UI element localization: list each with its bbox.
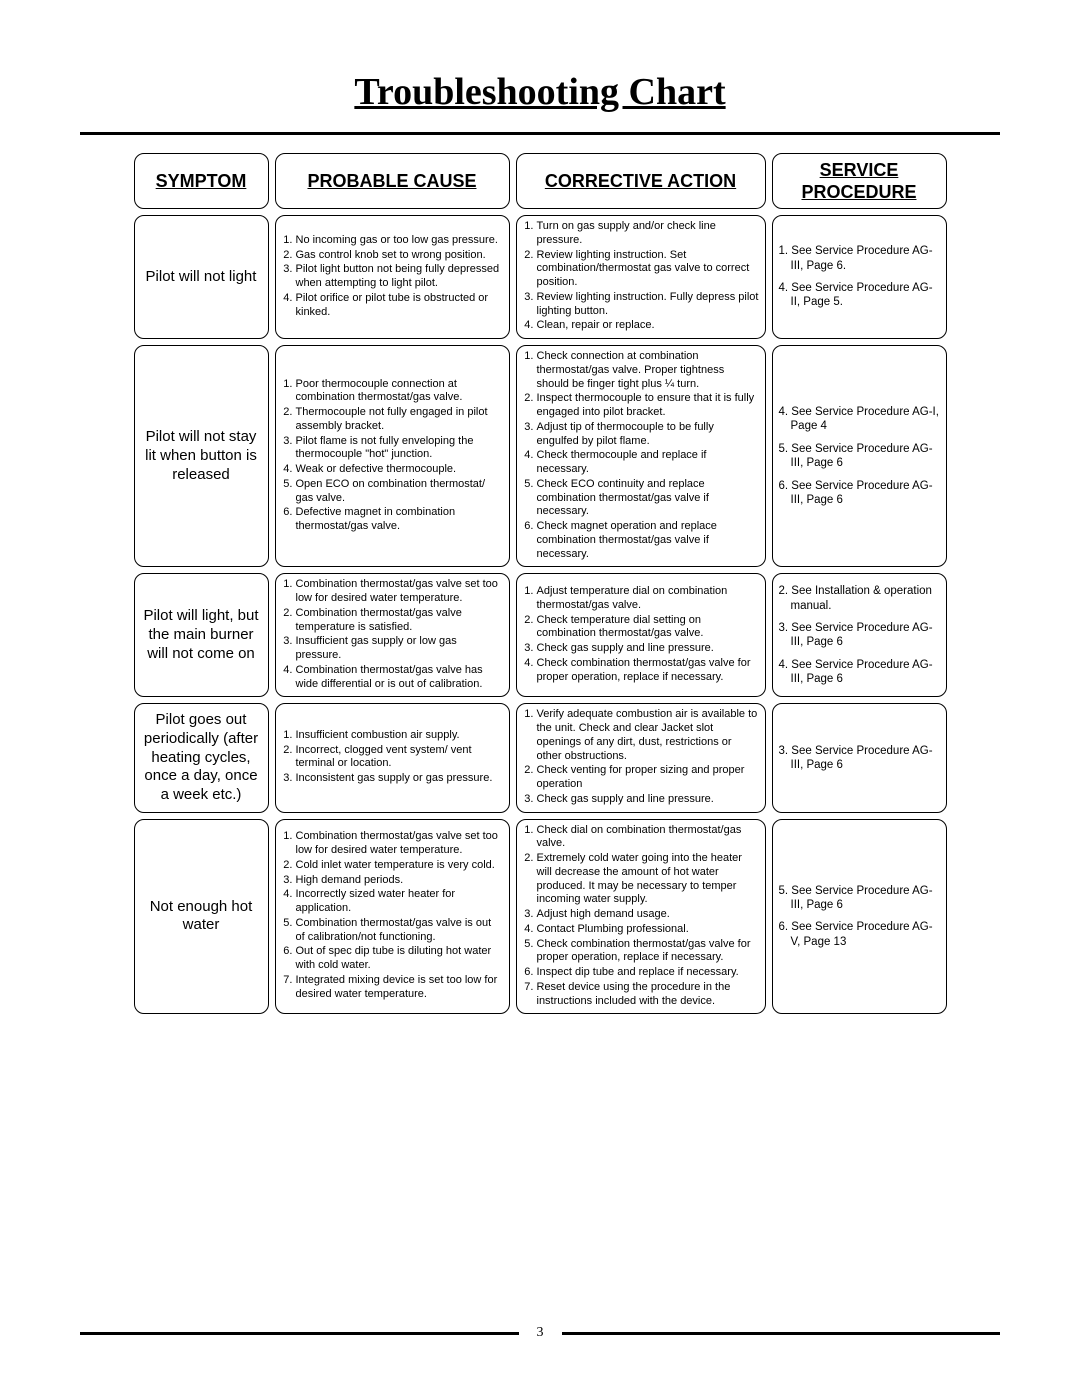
cause-item: Thermocouple not fully engaged in pilot … (296, 406, 503, 434)
symptom-cell: Pilot will light, but the main burner wi… (134, 573, 269, 697)
cause-cell: Combination thermostat/gas valve set too… (275, 573, 510, 697)
procedure-item: 4. See Service Procedure AG-I, Page 4 (779, 405, 940, 434)
cause-item: Inconsistent gas supply or gas pressure. (296, 772, 503, 786)
col-header-symptom: SYMPTOM (134, 153, 269, 209)
procedure-cell: 4. See Service Procedure AG-I, Page 4 5. … (772, 345, 947, 567)
page: Troubleshooting Chart SYMPTOM PROBABLE C… (0, 0, 1080, 1397)
procedure-item: 1. See Service Procedure AG-III, Page 6. (779, 244, 940, 273)
procedure-item: 4. See Service Procedure AG-II, Page 5. (779, 281, 940, 310)
action-item: Contact Plumbing professional. (537, 923, 759, 937)
cause-cell: Poor thermocouple connection at combinat… (275, 345, 510, 567)
troubleshooting-table: SYMPTOM PROBABLE CAUSE CORRECTIVE ACTION… (80, 153, 1000, 1014)
action-cell: Verify adequate combustion air is availa… (516, 703, 766, 812)
cause-item: Pilot flame is not fully enveloping the … (296, 435, 503, 463)
action-cell: Adjust temperature dial on combination t… (516, 573, 766, 697)
procedure-cell: 1. See Service Procedure AG-III, Page 6.… (772, 215, 947, 339)
col-header-cause: PROBABLE CAUSE (275, 153, 510, 209)
procedure-item: 5. See Service Procedure AG-III, Page 6 (779, 442, 940, 471)
cause-item: Incorrect, clogged vent system/ vent ter… (296, 744, 503, 772)
action-item: Reset device using the procedure in the … (537, 981, 759, 1009)
footer-rule-left (80, 1332, 519, 1335)
action-item: Inspect dip tube and replace if necessar… (537, 966, 759, 980)
symptom-cell: Not enough hot water (134, 819, 269, 1015)
cause-item: Integrated mixing device is set too low … (296, 974, 503, 1002)
cause-item: Insufficient combustion air supply. (296, 729, 503, 743)
procedure-item: 3. See Service Procedure AG-III, Page 6 (779, 744, 940, 773)
cause-item: Out of spec dip tube is diluting hot wat… (296, 945, 503, 973)
cause-item: Poor thermocouple connection at combinat… (296, 378, 503, 406)
cause-item: Combination thermostat/gas valve tempera… (296, 607, 503, 635)
action-item: Check ECO continuity and replace combina… (537, 478, 759, 519)
action-item: Review lighting instruction. Fully depre… (537, 291, 759, 319)
action-item: Adjust high demand usage. (537, 908, 759, 922)
action-item: Review lighting instruction. Set combina… (537, 249, 759, 290)
cause-cell: Combination thermostat/gas valve set too… (275, 819, 510, 1015)
cause-item: Combination thermostat/gas valve has wid… (296, 664, 503, 692)
col-header-label: SYMPTOM (156, 170, 247, 193)
action-item: Turn on gas supply and/or check line pre… (537, 220, 759, 248)
col-header-action: CORRECTIVE ACTION (516, 153, 766, 209)
procedure-item: 3. See Service Procedure AG-III, Page 6 (779, 621, 940, 650)
action-item: Verify adequate combustion air is availa… (537, 708, 759, 763)
col-header-label: SERVICE PROCEDURE (779, 159, 940, 204)
action-item: Check temperature dial setting on combin… (537, 614, 759, 642)
procedure-cell: 2. See Installation & operation manual. 3… (772, 573, 947, 697)
procedure-item: 6. See Service Procedure AG-III, Page 6 (779, 479, 940, 508)
cause-item: Combination thermostat/gas valve is out … (296, 917, 503, 945)
footer-rule-right (562, 1332, 1001, 1335)
cause-cell: No incoming gas or too low gas pressure.… (275, 215, 510, 339)
action-cell: Turn on gas supply and/or check line pre… (516, 215, 766, 339)
page-number: 3 (533, 1325, 548, 1341)
cause-item: No incoming gas or too low gas pressure. (296, 234, 503, 248)
cause-item: Open ECO on combination thermostat/ gas … (296, 478, 503, 506)
cause-item: Cold inlet water temperature is very col… (296, 859, 503, 873)
symptom-cell: Pilot will not light (134, 215, 269, 339)
action-item: Check connection at combination thermost… (537, 350, 759, 391)
procedure-cell: 5. See Service Procedure AG-III, Page 6 6… (772, 819, 947, 1015)
symptom-cell: Pilot goes out periodically (after heati… (134, 703, 269, 812)
action-item: Adjust tip of thermocouple to be fully e… (537, 421, 759, 449)
procedure-item: 6. See Service Procedure AG-V, Page 13 (779, 920, 940, 949)
action-item: Check combination thermostat/gas valve f… (537, 657, 759, 685)
page-footer: 3 (80, 1325, 1000, 1341)
cause-item: Pilot light button not being fully depre… (296, 263, 503, 291)
procedure-item: 5. See Service Procedure AG-III, Page 6 (779, 884, 940, 913)
action-item: Check dial on combination thermostat/gas… (537, 824, 759, 852)
action-item: Extremely cold water going into the heat… (537, 852, 759, 907)
action-item: Check gas supply and line pressure. (537, 793, 759, 807)
cause-item: Pilot orifice or pilot tube is obstructe… (296, 292, 503, 320)
action-item: Check gas supply and line pressure. (537, 642, 759, 656)
action-cell: Check dial on combination thermostat/gas… (516, 819, 766, 1015)
col-header-label: CORRECTIVE ACTION (545, 170, 736, 193)
action-cell: Check connection at combination thermost… (516, 345, 766, 567)
col-header-procedure: SERVICE PROCEDURE (772, 153, 947, 209)
title-rule (80, 132, 1000, 135)
page-title: Troubleshooting Chart (80, 70, 1000, 114)
action-item: Check thermocouple and replace if necess… (537, 449, 759, 477)
action-item: Adjust temperature dial on combination t… (537, 585, 759, 613)
procedure-item: 2. See Installation & operation manual. (779, 584, 940, 613)
action-item: Check venting for proper sizing and prop… (537, 764, 759, 792)
symptom-cell: Pilot will not stay lit when button is r… (134, 345, 269, 567)
cause-cell: Insufficient combustion air supply.Incor… (275, 703, 510, 812)
cause-item: Weak or defective thermocouple. (296, 463, 503, 477)
cause-item: Incorrectly sized water heater for appli… (296, 888, 503, 916)
action-item: Check combination thermostat/gas valve f… (537, 938, 759, 966)
cause-item: Insufficient gas supply or low gas press… (296, 635, 503, 663)
cause-item: Gas control knob set to wrong position. (296, 249, 503, 263)
cause-item: High demand periods. (296, 874, 503, 888)
cause-item: Combination thermostat/gas valve set too… (296, 578, 503, 606)
procedure-cell: 3. See Service Procedure AG-III, Page 6 (772, 703, 947, 812)
cause-item: Combination thermostat/gas valve set too… (296, 830, 503, 858)
col-header-label: PROBABLE CAUSE (307, 170, 476, 193)
action-item: Clean, repair or replace. (537, 319, 759, 333)
procedure-item: 4. See Service Procedure AG-III, Page 6 (779, 658, 940, 687)
action-item: Inspect thermocouple to ensure that it i… (537, 392, 759, 420)
cause-item: Defective magnet in combination thermost… (296, 506, 503, 534)
action-item: Check magnet operation and replace combi… (537, 520, 759, 561)
